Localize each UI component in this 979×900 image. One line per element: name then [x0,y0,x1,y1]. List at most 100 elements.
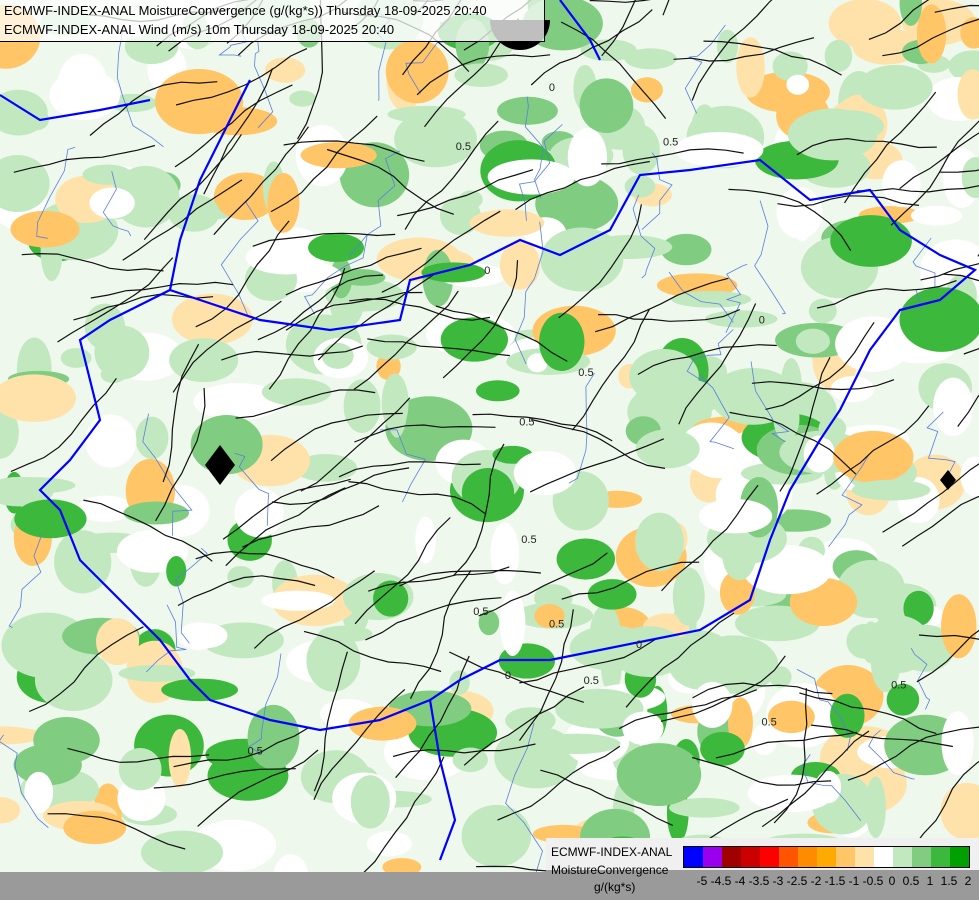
convergence-patch [449,670,470,695]
contour-label: 0.5 [456,141,471,153]
streamline [397,169,534,217]
field-title-wind: ECMWF-INDEX-ANAL Wind (m/s) 10m Thursday… [4,22,395,37]
convergence-patch [10,210,80,248]
legend-tick-label: -3 [772,874,784,888]
legend-tick-label: -4 [734,874,746,888]
convergence-patch [830,693,865,738]
streamline [395,655,470,779]
map-header: ECMWF-INDEX-ANAL MoistureConvergence (g/… [0,0,545,42]
convergence-patch [622,711,664,745]
river [524,96,544,199]
convergence-patch [808,298,837,324]
streamline [153,768,296,789]
streamline [416,54,551,96]
streamline [300,397,411,492]
convergence-patch [166,556,187,587]
streamline [519,638,656,684]
convergence-patch [870,632,901,693]
convergence-patch [168,729,192,788]
streamline [692,756,832,786]
streamline [57,257,174,343]
convergence-patch [747,774,835,813]
convergence-patch [0,374,77,422]
convergence-patch [719,570,756,615]
river [668,271,734,323]
streamline [882,18,979,57]
legend-tick-label: -1 [848,874,860,888]
convergence-patch [306,630,361,692]
streamline [155,387,206,522]
convergence-patch [82,164,132,185]
streamline [21,252,164,272]
contour-label: 0.5 [247,746,262,758]
river [8,533,43,628]
convergence-patch [587,579,637,610]
legend-swatches [683,846,970,868]
streamline [175,48,308,106]
convergence-patch [630,77,663,103]
convergence-patch [193,383,283,421]
convergence-patch [539,312,585,372]
streamline [957,394,979,427]
streamline [515,160,650,211]
convergence-patch [865,776,886,839]
streamline [143,134,242,240]
convergence-patch [513,450,577,496]
streamline [365,597,502,641]
streamline [678,303,757,425]
convergence-patch [833,430,914,483]
streamline [598,309,740,322]
convergence-patch [261,590,335,611]
river [725,263,748,333]
contour-labels: 0.5 0 0.5 0 0.5 0.5 0 0.5 0.5 0 0.5 0.5 0 0.5 0.5 0.5 [247,82,906,758]
streamline [637,344,777,376]
convergence-patch [499,240,541,290]
convergence-patch [118,664,196,682]
convergence-patch [916,4,947,64]
streamline [326,148,454,215]
convergence-patch [960,17,979,49]
streamline [338,461,481,478]
streamline [122,179,243,261]
streamline [816,280,957,309]
streamline [253,570,376,649]
streamline [777,195,920,208]
convergence-patch [478,610,500,636]
streamline [478,552,608,617]
legend-tick-label: 0.5 [902,874,920,888]
contour-label: 0 [484,265,490,277]
streamline [847,726,979,781]
river [684,24,726,114]
streamline [890,120,979,226]
convergence-patch [772,51,808,81]
convergence-patch [671,290,752,308]
streamline [453,443,505,576]
convergence-patch [672,567,705,626]
streamline [28,626,144,713]
convergence-patch [941,711,974,776]
streamline [901,495,979,547]
convergence-patch [567,128,608,187]
convergence-patch [736,37,765,98]
convergence-patch [933,377,974,437]
streamline [519,609,574,741]
legend-swatch [855,847,874,867]
streamline [751,379,895,391]
convergence-patch [350,775,390,829]
streamline [435,305,568,362]
convergence-patch [886,683,920,716]
convergence-patch [376,352,401,381]
streamline [90,281,234,299]
streamline [257,274,384,341]
contour-label: 0.5 [761,717,776,729]
convergence-patch [185,623,228,649]
convergence-patch [635,429,700,469]
streamline [173,726,311,768]
streamline [601,148,744,165]
convergence-patch [475,380,520,402]
legend-swatch [779,847,798,867]
convergence-patch [792,195,813,242]
convergence-patch [540,227,624,292]
contour-label: 0.5 [663,137,678,149]
streamline [354,424,496,443]
